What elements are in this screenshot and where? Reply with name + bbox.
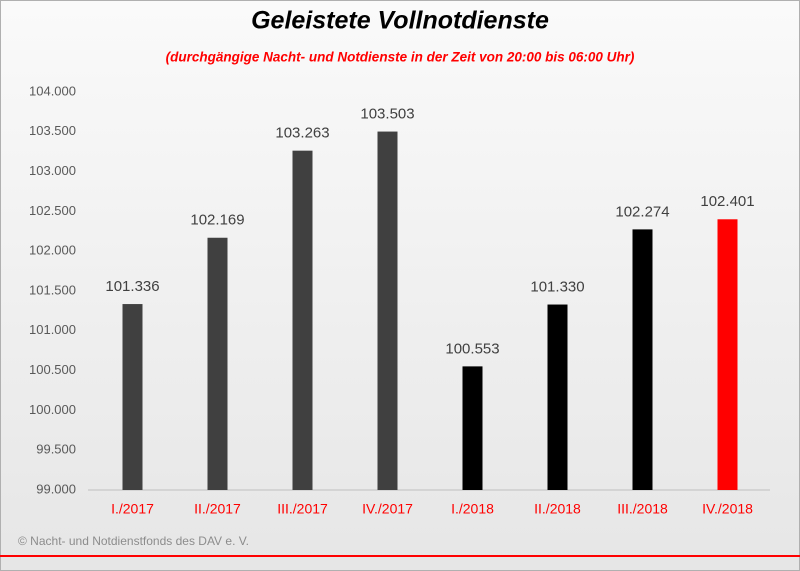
y-tick-label: 100.500 [29, 362, 76, 377]
value-label: 102.169 [190, 212, 244, 229]
x-tick-label: I./2018 [451, 501, 494, 517]
value-label: 102.274 [615, 203, 669, 220]
bar [122, 304, 143, 490]
value-label: 103.503 [360, 106, 414, 123]
bar [207, 237, 228, 490]
bar [292, 150, 313, 490]
y-tick-label: 104.000 [29, 83, 76, 98]
value-label: 102.401 [700, 193, 754, 210]
x-tick-label: I./2017 [111, 501, 154, 517]
chart-subtitle: (durchgängige Nacht- und Notdienste in d… [166, 50, 635, 65]
y-tick-label: 102.000 [29, 243, 76, 258]
bar [632, 229, 653, 491]
value-label: 101.336 [105, 278, 159, 295]
value-label: 101.330 [530, 279, 584, 296]
x-tick-label: III./2018 [617, 501, 668, 517]
x-tick-label: II./2018 [534, 501, 581, 517]
y-tick-label: 101.500 [29, 282, 76, 297]
x-tick-label: IV./2017 [362, 501, 413, 517]
bar [377, 131, 398, 490]
bar [717, 219, 738, 490]
y-tick-label: 99.500 [36, 442, 76, 457]
y-tick-label: 103.500 [29, 123, 76, 138]
y-tick-label: 103.000 [29, 163, 76, 178]
y-tick-label: 102.500 [29, 203, 76, 218]
x-tick-label: IV./2018 [702, 501, 753, 517]
y-tick-label: 100.000 [29, 402, 76, 417]
value-label: 103.263 [275, 125, 329, 142]
bar [547, 304, 568, 490]
y-tick-label: 99.000 [36, 481, 76, 496]
bar [462, 366, 483, 490]
source: © Nacht- und Notdienstfonds des DAV e. V… [18, 534, 249, 548]
x-tick-label: II./2017 [194, 501, 241, 517]
value-label: 100.553 [445, 340, 499, 357]
x-tick-label: III./2017 [277, 501, 328, 517]
y-tick-label: 101.000 [29, 322, 76, 337]
chart-title: Geleistete Vollnotdienste [251, 7, 549, 35]
